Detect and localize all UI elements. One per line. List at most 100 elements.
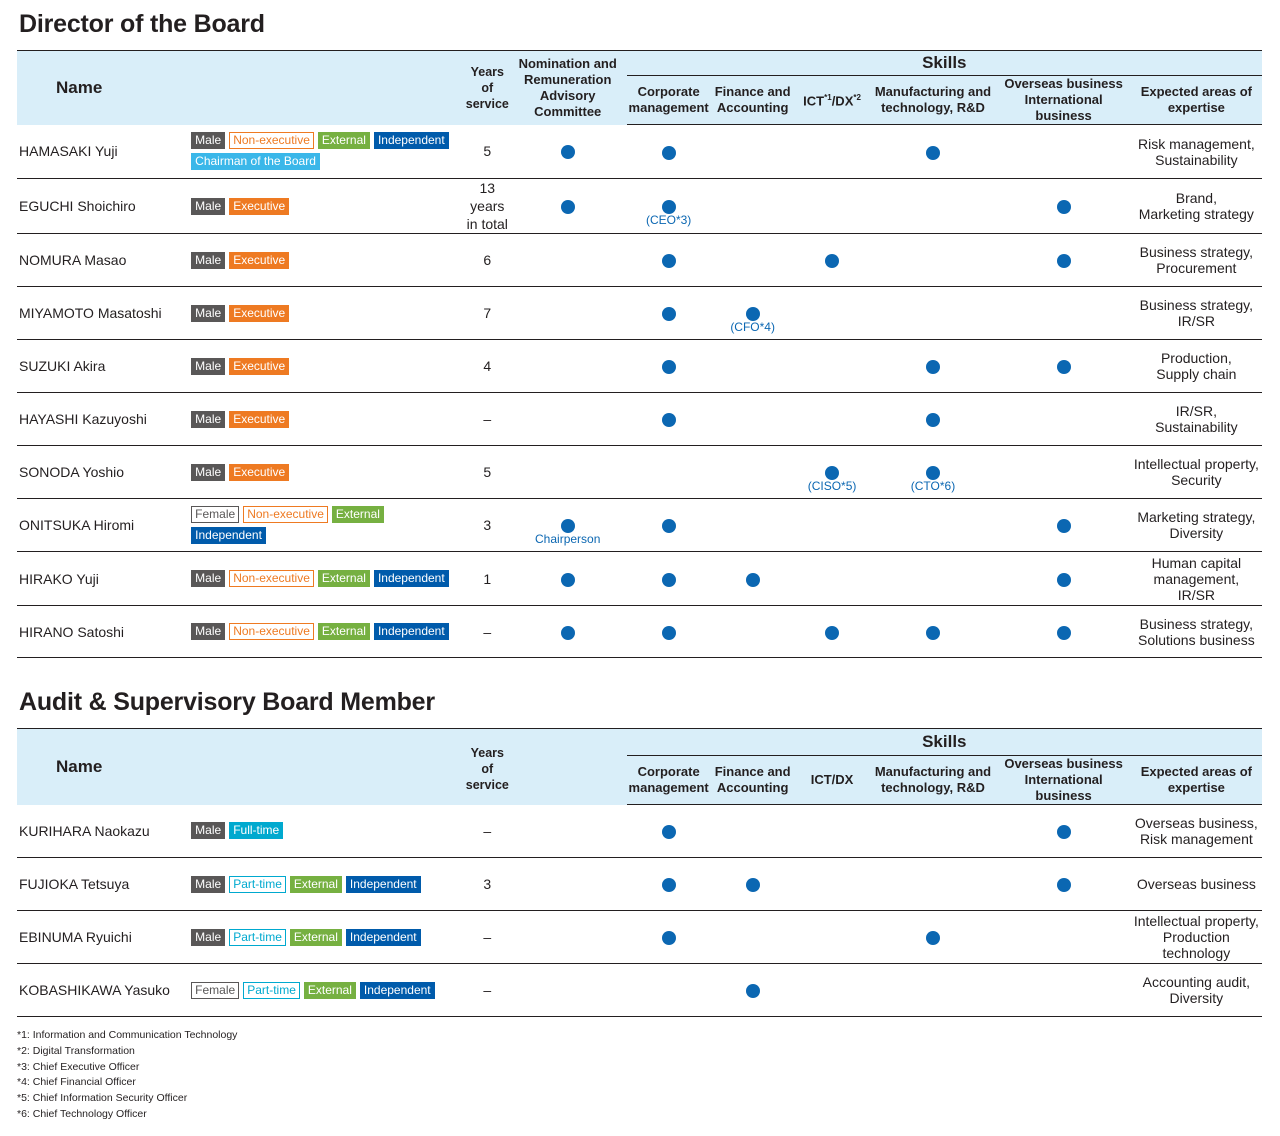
- expected-expertise: Accounting audit, Diversity: [1130, 963, 1262, 1017]
- ict-header: ICT*1/DX*2: [794, 75, 870, 125]
- tag-female: Female: [191, 506, 240, 523]
- tag-nonexec: Non-executive: [229, 623, 314, 640]
- finance-cell: [710, 445, 795, 499]
- corporate-dot: [661, 878, 676, 893]
- member-tags: Male Part-time External Independent: [191, 857, 466, 911]
- table-row: SUZUKI Akira Male Executive 4 Production, Su…: [17, 339, 1262, 393]
- footnote-item: *5: Chief Information Security Officer: [17, 1092, 188, 1105]
- expected-expertise: Business strategy, Solutions business: [1130, 605, 1262, 658]
- tag-group: Male Executive: [191, 410, 456, 428]
- tag-group: Male Non-executive External Independent Chai…: [191, 132, 456, 171]
- manufacturing-dot: [925, 931, 940, 946]
- member-name: EGUCHI Shoichiro: [17, 178, 192, 234]
- finance-dot: [745, 984, 760, 999]
- overseas-dot: [1056, 254, 1071, 269]
- corporate-dot: [661, 572, 676, 587]
- years-header: Years of service: [465, 50, 509, 125]
- corporate-cell: [626, 963, 711, 1017]
- table-row: MIYAMOTO Masatoshi Male Executive 7 (CFO*4) B…: [17, 286, 1262, 340]
- corporate-header: Corporate management: [626, 75, 711, 125]
- table-row: FUJIOKA Tetsuya Male Part-time External Inde…: [17, 857, 1262, 911]
- nomination-cell: [508, 286, 627, 340]
- tag-group: Male Executive: [191, 304, 456, 322]
- finance-header: Finance and Accounting: [710, 75, 795, 125]
- overseas-cell: [996, 445, 1131, 499]
- dx-footnote-2: *2: [853, 93, 861, 103]
- tag-executive: Executive: [229, 197, 290, 215]
- tag-male: Male: [191, 928, 226, 946]
- footnote-item: *2: Digital Transformation: [17, 1044, 135, 1057]
- ict-dot: [825, 625, 840, 640]
- tag-group: Male Full-time: [191, 822, 456, 840]
- skills-header: Skills: [626, 50, 1262, 76]
- tag-group: Female Non-executive External Independent: [191, 506, 456, 544]
- expected-expertise: Business strategy, IR/SR: [1130, 286, 1262, 340]
- overseas-cell: [996, 498, 1131, 552]
- ict-cell: [794, 963, 870, 1017]
- member-name: FUJIOKA Tetsuya: [17, 857, 192, 911]
- table-row: NOMURA Masao Male Executive 6 Business strat…: [17, 233, 1262, 287]
- manufacturing-cell: [869, 551, 997, 606]
- nomination-cell: [508, 178, 627, 234]
- years-of-service: 5: [465, 445, 509, 499]
- corporate-cell: [626, 286, 711, 340]
- member-name: KURIHARA Naokazu: [17, 804, 192, 858]
- overseas-dot: [1056, 200, 1071, 215]
- ict-cell: [794, 286, 870, 340]
- ict-footnote-1: *1: [824, 93, 832, 103]
- tag-male: Male: [191, 251, 226, 269]
- overseas-dot: [1056, 519, 1071, 534]
- tag-chairman: Chairman of the Board: [191, 153, 320, 171]
- tag-male: Male: [191, 410, 226, 428]
- tag-male: Male: [191, 822, 226, 840]
- tag-independent: Independent: [345, 875, 421, 893]
- nomination-cell: Chairperson: [508, 498, 627, 552]
- expected-expertise: Overseas business, Risk management: [1130, 804, 1262, 858]
- overseas-dot: [1056, 360, 1071, 375]
- skills-header: Skills: [626, 728, 1262, 756]
- expected-expertise: IR/SR, Sustainability: [1130, 392, 1262, 446]
- tag-executive: Executive: [229, 410, 290, 428]
- corporate-cell: [626, 124, 711, 179]
- manufacturing-cell: [869, 233, 997, 287]
- member-name: MIYAMOTO Masatoshi: [17, 286, 192, 340]
- name-header: Name: [17, 728, 466, 805]
- manufacturing-cell: [869, 804, 997, 858]
- finance-dot: [745, 878, 760, 893]
- tag-external: External: [289, 928, 342, 946]
- years-of-service: 3: [465, 857, 509, 911]
- manufacturing-cell: [869, 392, 997, 446]
- member-tags: Female Non-executive External Independent: [191, 498, 466, 552]
- tag-independent: Independent: [359, 981, 435, 999]
- nomination-dot: [560, 145, 575, 160]
- corporate-cell: [626, 857, 711, 911]
- nomination-cell: [508, 233, 627, 287]
- member-name: ONITSUKA Hiromi: [17, 498, 192, 552]
- tag-parttime: Part-time: [229, 875, 286, 893]
- corporate-cell: [626, 392, 711, 446]
- manufacturing-dot: [925, 360, 940, 375]
- ict-cell: (CISO*5): [794, 445, 870, 499]
- nomination-cell: [508, 339, 627, 393]
- expected-expertise: Overseas business: [1130, 857, 1262, 911]
- years-of-service: 7: [465, 286, 509, 340]
- corporate-dot: [661, 307, 676, 322]
- member-tags: Male Executive: [191, 339, 466, 393]
- blank-header: [508, 728, 627, 805]
- ict-note: (CISO*5): [807, 479, 857, 493]
- manufacturing-cell: [869, 605, 997, 658]
- nomination-cell: [508, 445, 627, 499]
- overseas-cell: [996, 233, 1131, 287]
- manufacturing-header: Manufacturing and technology, R&D: [869, 75, 997, 125]
- footnotes: *1: Information and Communication Techno…: [17, 1028, 237, 1123]
- footnote-item: *4: Chief Financial Officer: [17, 1076, 136, 1089]
- member-name: SONODA Yoshio: [17, 445, 192, 499]
- corporate-dot: [661, 625, 676, 640]
- nomination-note: Chairperson: [535, 532, 601, 546]
- ict-cell: [794, 910, 870, 964]
- table-row: HIRANO Satoshi Male Non-executive External I…: [17, 605, 1262, 658]
- ict-cell: [794, 392, 870, 446]
- ict-header: ICT/DX: [794, 755, 870, 805]
- finance-cell: [710, 339, 795, 393]
- finance-header: Finance and Accounting: [710, 755, 795, 805]
